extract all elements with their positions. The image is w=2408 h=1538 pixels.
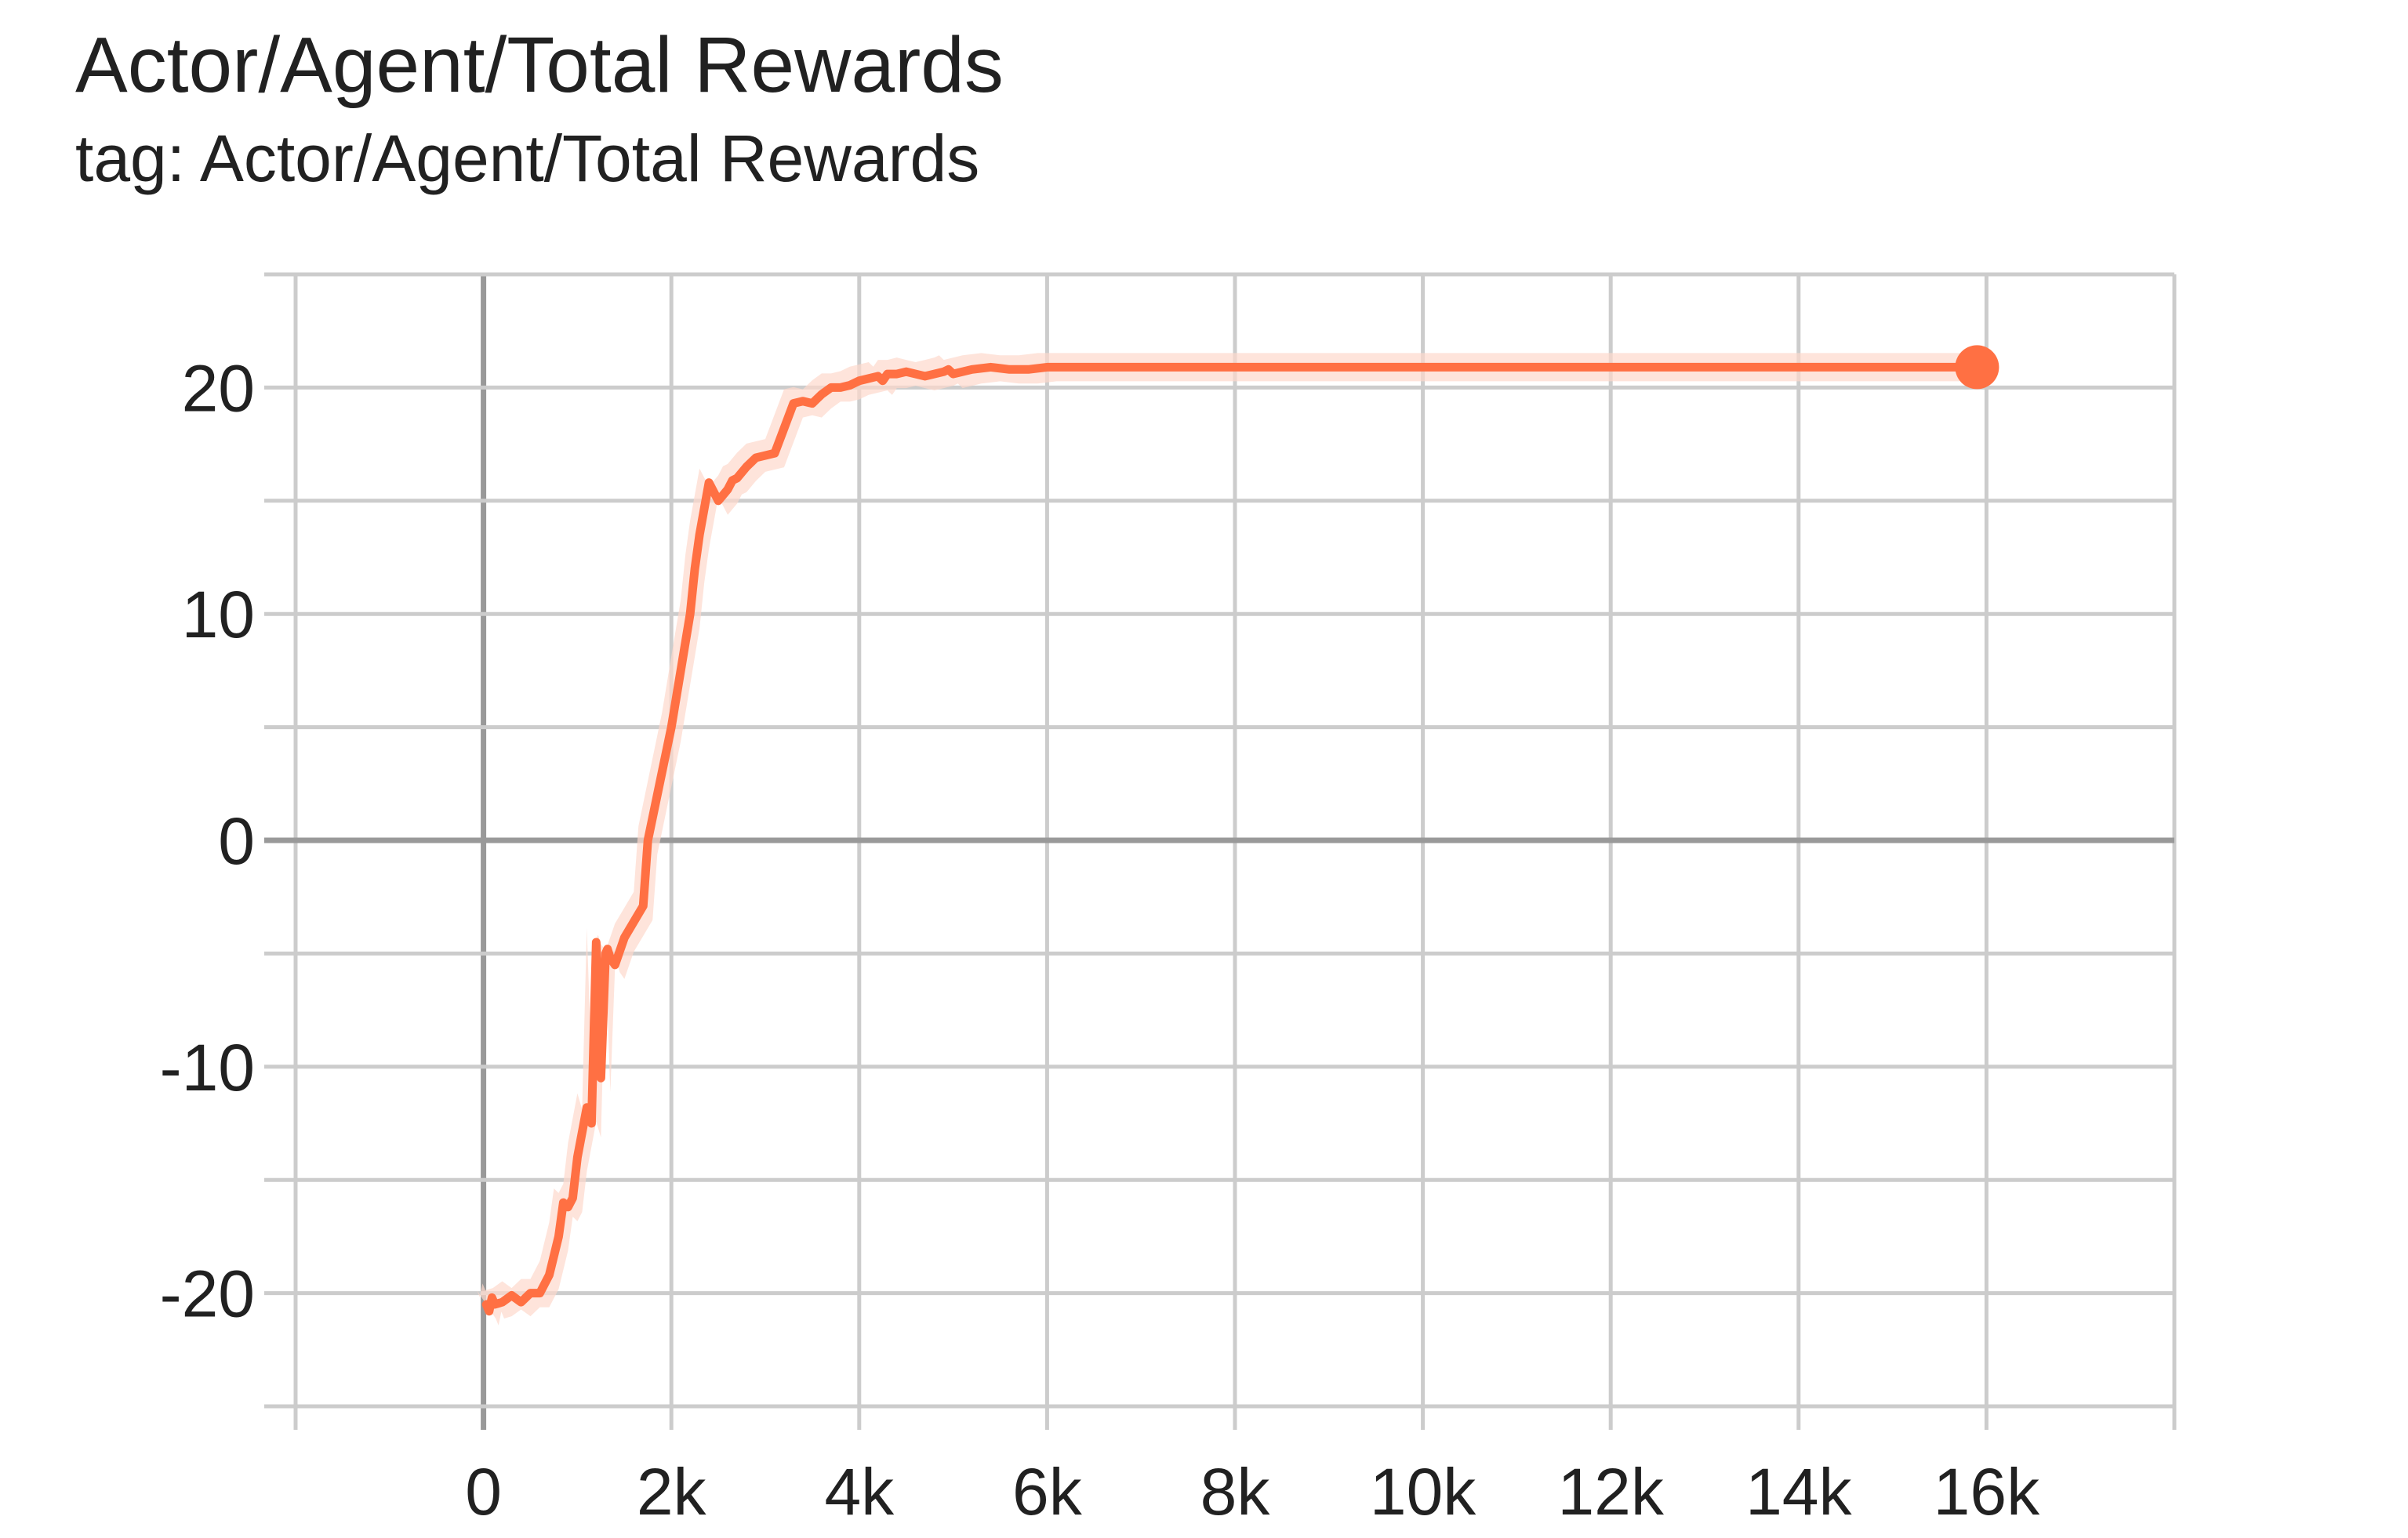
y-tick-label: 0 xyxy=(218,804,255,878)
x-tick-label: 16k xyxy=(1934,1455,2040,1529)
grid-layer xyxy=(264,272,2177,1430)
x-tick-label: 0 xyxy=(465,1455,502,1529)
series-endpoint-marker xyxy=(1955,345,1999,390)
x-tick-label: 14k xyxy=(1745,1455,1852,1529)
y-tick-label: 10 xyxy=(182,578,255,651)
x-tick-label: 8k xyxy=(1200,1455,1271,1529)
x-tick-label: 4k xyxy=(824,1455,895,1529)
y-tick-label: 20 xyxy=(182,351,255,425)
x-tick-label: 10k xyxy=(1370,1455,1476,1529)
tick-label-layer: -20 -10 0 10 20 0 2k 4k 6k 8k 10k 12k 14k 16k xyxy=(160,351,2041,1529)
x-tick-label: 2k xyxy=(637,1455,707,1529)
y-tick-label: -10 xyxy=(160,1031,255,1105)
chart-title: Actor/Agent/Total Rewards xyxy=(75,21,1004,109)
x-tick-label: 12k xyxy=(1557,1455,1664,1529)
y-tick-label: -20 xyxy=(160,1257,255,1331)
series-line-layer xyxy=(481,345,1999,1316)
chart-subtitle: tag: Actor/Agent/Total Rewards xyxy=(75,122,980,195)
series-line xyxy=(481,362,1981,1316)
x-tick-label: 6k xyxy=(1012,1455,1083,1529)
